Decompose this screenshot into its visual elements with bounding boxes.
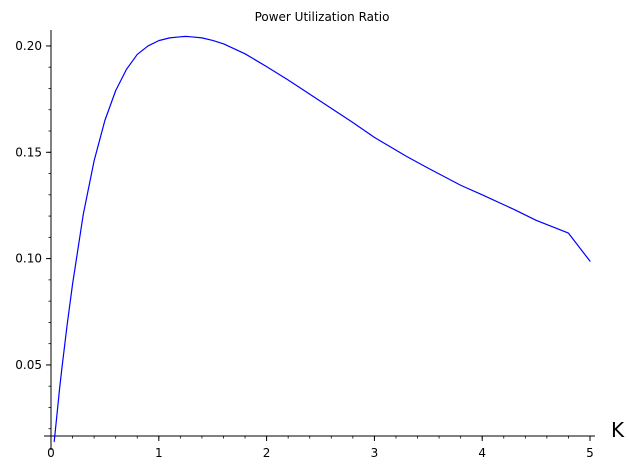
- y-tick-label: 0.15: [15, 145, 42, 159]
- y-tick-label: 0.20: [15, 39, 42, 53]
- ticks: 0 1 2 3 4 5 0.05 0.10 0.15 0.20: [15, 39, 594, 460]
- plot-area: [53, 35, 591, 443]
- x-tick-label: 2: [263, 446, 271, 460]
- y-tick-label: 0.05: [15, 358, 42, 372]
- x-axis-label: K: [611, 418, 625, 442]
- x-tick-label: 4: [478, 446, 486, 460]
- axes: [44, 30, 595, 450]
- series-line-0: [53, 35, 591, 443]
- chart-title: Power Utilization Ratio: [255, 10, 390, 24]
- x-tick-label: 0: [47, 446, 55, 460]
- y-tick-label: 0.10: [15, 252, 42, 266]
- x-tick-label: 3: [371, 446, 379, 460]
- x-tick-label: 1: [155, 446, 163, 460]
- x-tick-label: 5: [586, 446, 594, 460]
